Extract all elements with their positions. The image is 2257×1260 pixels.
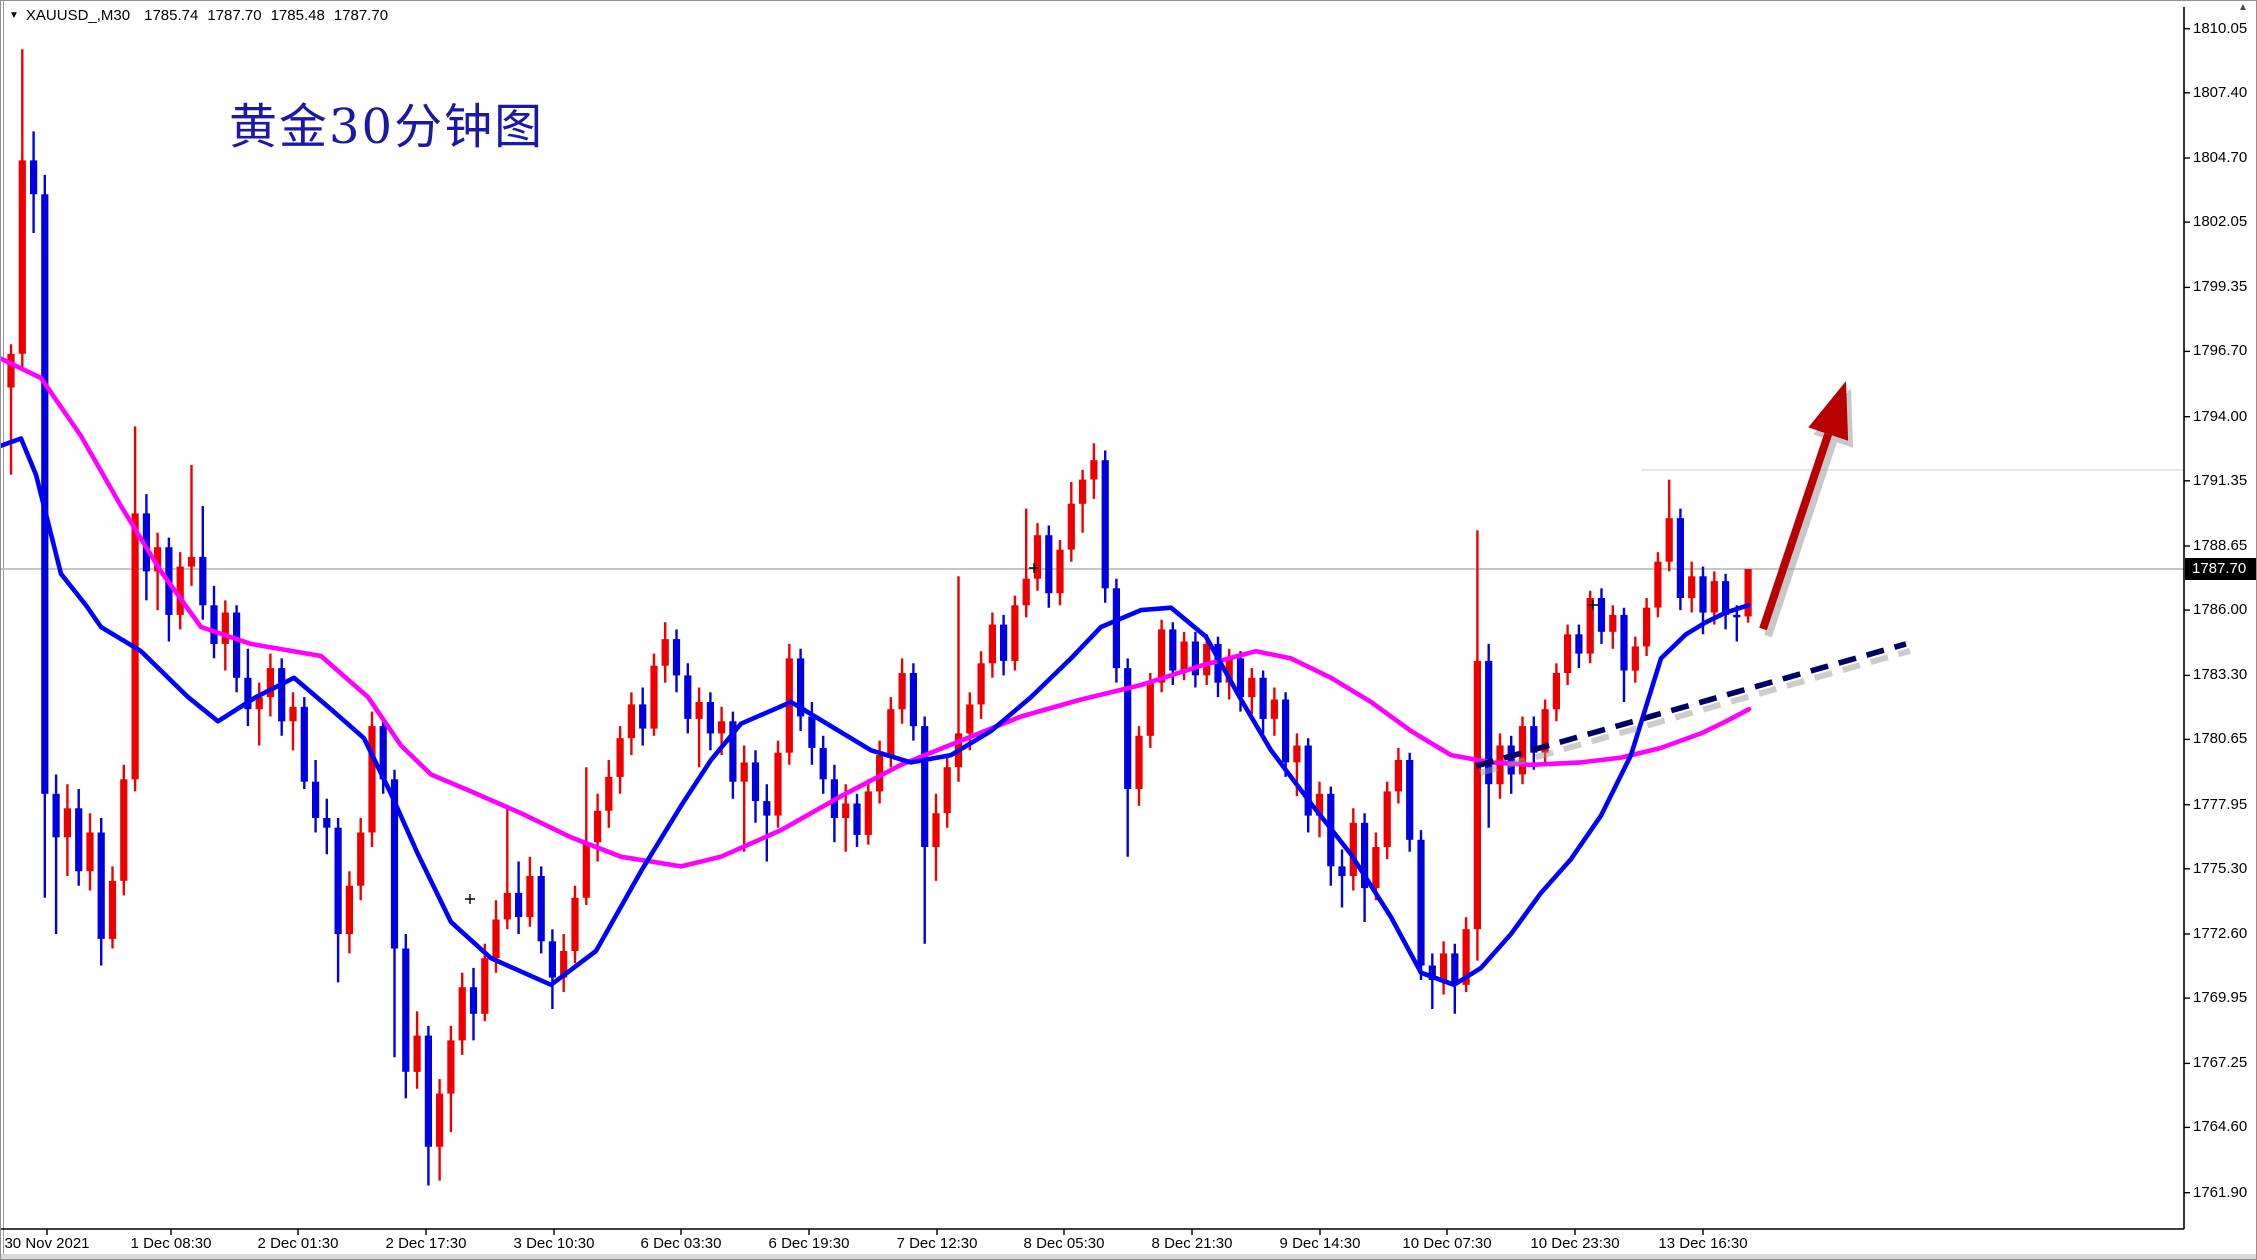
price-axis-label: 1799.35: [2193, 278, 2248, 295]
symbol-period-label: XAUUSD_,M30: [25, 6, 131, 24]
price-axis-label: 1802.05: [2193, 213, 2248, 230]
price-axis-label: 1788.65: [2193, 537, 2248, 554]
bar-open-value: 1785.74: [144, 6, 199, 24]
price-axis-label: 1769.95: [2193, 989, 2248, 1006]
time-axis-label: 9 Dec 14:30: [1279, 1235, 1361, 1252]
price-axis-label: 1780.65: [2193, 730, 2248, 747]
time-axis-label: 1 Dec 08:30: [130, 1235, 212, 1252]
price-axis-label: 1767.25: [2193, 1054, 2248, 1071]
price-axis-label: 1786.00: [2193, 601, 2248, 618]
candles-layer: [7, 49, 1752, 1186]
time-axis-label: 10 Dec 07:30: [1402, 1235, 1492, 1252]
bottom-window-strip: [1, 1254, 2256, 1259]
bar-high-value: 1787.70: [207, 6, 262, 24]
chart-title-annotation: 黄金30分钟图: [229, 99, 545, 155]
time-axis-label: 7 Dec 12:30: [896, 1235, 978, 1252]
time-axis-label: 6 Dec 19:30: [768, 1235, 850, 1252]
time-axis-label: 8 Dec 21:30: [1151, 1235, 1233, 1252]
fast-ma-line: [1, 436, 1751, 988]
price-axis-label: 1777.95: [2193, 796, 2248, 813]
current-price-badge: 1787.70: [2185, 558, 2256, 580]
symbol-dropdown-icon[interactable]: ▼: [9, 9, 19, 21]
bar-low-value: 1785.48: [270, 6, 325, 24]
time-axis-label: 8 Dec 05:30: [1023, 1235, 1105, 1252]
price-axis-label: 1804.70: [2193, 149, 2248, 166]
price-axis-label: 1810.05: [2193, 20, 2248, 37]
up-arrow-annotation[interactable]: [1759, 381, 1854, 638]
window-left-border: [3, 1, 4, 1259]
support-trendline[interactable]: [1475, 641, 1911, 776]
price-axis-label: 1807.40: [2193, 84, 2248, 101]
time-axis-label: 10 Dec 23:30: [1530, 1235, 1620, 1252]
price-axis-label: 1772.60: [2193, 925, 2248, 942]
price-axis-label: 1794.00: [2193, 408, 2248, 425]
price-axis-label: 1775.30: [2193, 860, 2248, 877]
chart-header: ▼ XAUUSD_,M30 1785.74 1787.70 1785.48 17…: [9, 5, 397, 25]
autoscroll-icon[interactable]: ▲: [2238, 2, 2248, 13]
slow-ma-line: [1, 356, 1752, 869]
price-axis-label: 1783.30: [2193, 666, 2248, 683]
time-axis-label: 13 Dec 16:30: [1658, 1235, 1748, 1252]
crosshair-mark: [465, 894, 475, 904]
price-axis-label: 1764.60: [2193, 1118, 2248, 1135]
crosshair-mark: [1588, 600, 1598, 610]
price-axis-label: 1791.35: [2193, 472, 2248, 489]
time-axis-label: 2 Dec 17:30: [385, 1235, 467, 1252]
time-axis-label: 2 Dec 01:30: [257, 1235, 339, 1252]
bar-close-value: 1787.70: [333, 6, 389, 24]
price-axis-label: 1761.90: [2193, 1184, 2248, 1201]
time-axis-label: 30 Nov 2021: [4, 1235, 90, 1252]
time-axis-label: 6 Dec 03:30: [640, 1235, 722, 1252]
time-axis-label: 3 Dec 10:30: [513, 1235, 595, 1252]
crosshair-mark: [1029, 563, 1039, 573]
price-axis-label: 1796.70: [2193, 342, 2248, 359]
